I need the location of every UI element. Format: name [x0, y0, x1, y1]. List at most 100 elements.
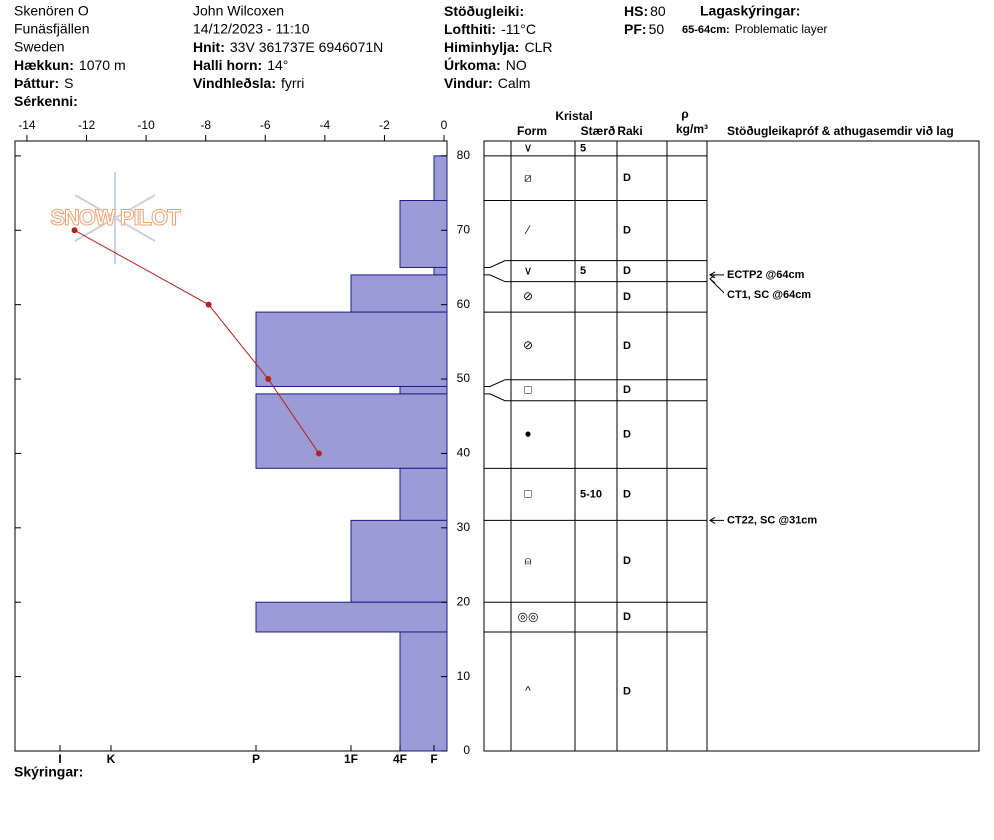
hardness-bar	[255, 393, 448, 469]
moisture: D	[623, 172, 631, 184]
header-field: 65-64cm: Problematic layer	[682, 22, 827, 36]
column-header: Form	[517, 124, 547, 138]
crystal-form: ⊘	[523, 289, 533, 303]
field-label: Himinhylja:	[444, 39, 519, 55]
header-text: Lagaskýringar:	[700, 3, 800, 19]
y-tick-label: 50	[457, 371, 471, 385]
moisture: D	[623, 291, 631, 303]
hardness-bar	[255, 311, 448, 387]
field-value: 50	[649, 21, 665, 37]
layer-connector	[484, 393, 511, 402]
hardness-bar	[433, 155, 448, 202]
header-text: Funäsfjällen	[14, 21, 90, 37]
field-value: NO	[506, 57, 527, 73]
header-field: Sérkenni:	[14, 93, 78, 109]
moisture: D	[623, 685, 631, 697]
crystal-form: ⧄	[524, 170, 532, 184]
field-label: Lofthiti:	[444, 21, 496, 37]
field-value: 33V 361737E 6946071N	[230, 39, 383, 55]
field-label: Úrkoma:	[444, 56, 501, 73]
temperature-point	[205, 301, 212, 308]
watermark: SNOW PILOT	[50, 205, 181, 230]
field-value: 14°	[267, 57, 288, 73]
field-label: Stöðugleiki:	[444, 3, 524, 19]
test-label: CT1, SC @64cm	[727, 289, 811, 301]
snowflake	[74, 172, 156, 264]
test-label: CT22, SC @31cm	[727, 514, 817, 526]
column-header: Raki	[617, 124, 642, 138]
crystal-size: 5-10	[580, 488, 602, 500]
column-header: kg/m³	[676, 122, 708, 136]
moisture: D	[623, 428, 631, 440]
crystal-size: 5	[580, 265, 586, 277]
crystal-form: □	[524, 382, 531, 396]
hardness-bar	[350, 519, 448, 603]
temp-tick-label: -6	[260, 118, 271, 132]
crystal-form: ◎◎	[518, 609, 539, 623]
temp-tick-label: -8	[200, 118, 211, 132]
moisture: D	[623, 225, 631, 237]
hardness-tick-label: P	[252, 752, 260, 766]
crystal-form: ⁄	[524, 223, 531, 237]
hardness-bar	[433, 266, 448, 276]
field-value: Problematic layer	[735, 22, 828, 36]
header-field: Hækkun: 1070 m	[14, 57, 126, 73]
layer-connector	[484, 274, 511, 283]
field-value: 80	[650, 3, 666, 19]
test-arrowhead	[709, 271, 716, 279]
temperature-point	[71, 227, 78, 234]
y-tick-label: 30	[457, 520, 471, 534]
layer-connector	[484, 260, 511, 268]
hardness-tick-label: I	[58, 752, 61, 766]
temp-tick-label: -4	[320, 118, 331, 132]
header-field: Vindhleðsla: fyrri	[193, 75, 304, 91]
header-field: Lofthiti: -11°C	[444, 21, 536, 37]
hardness-bar	[399, 631, 448, 752]
field-label: Vindur:	[444, 75, 493, 91]
y-tick-label: 40	[457, 446, 471, 460]
layer-connector	[484, 379, 511, 387]
moisture: D	[623, 265, 631, 277]
temp-tick-label: -14	[18, 118, 36, 132]
header-field: Stöðugleiki:	[444, 3, 524, 19]
crystal-form: ∨	[524, 263, 533, 277]
column-header: ρ	[681, 107, 688, 121]
y-tick-label: 10	[457, 669, 471, 683]
moisture: D	[623, 340, 631, 352]
y-tick-label: 20	[457, 594, 471, 608]
temperature-line	[74, 229, 320, 454]
test-label: ECTP2 @64cm	[727, 269, 805, 281]
hardness-bar	[399, 200, 448, 268]
moisture: D	[623, 555, 631, 567]
crystal-size: 5	[580, 142, 586, 154]
crystal-form: ^	[525, 684, 531, 698]
y-tick-label: 60	[457, 297, 471, 311]
header-field: HS: 80	[624, 3, 666, 19]
field-label: Hnit:	[193, 39, 225, 55]
crystal-form: ⍝	[524, 553, 531, 567]
field-label: Hækkun:	[14, 57, 74, 73]
hardness-bar	[399, 467, 448, 521]
field-value: -11°C	[501, 21, 536, 37]
header-field: Halli horn: 14°	[193, 57, 288, 73]
field-label: Vindhleðsla:	[193, 75, 276, 91]
column-header: Stöðugleikapróf & athugasemdir við lag	[727, 124, 954, 138]
header-field: Vindur: Calm	[444, 75, 530, 91]
hardness-tick-label: K	[107, 752, 116, 766]
field-label: Halli horn:	[193, 57, 262, 73]
field-value: S	[64, 75, 73, 91]
header-field: Himinhylja: CLR	[444, 39, 552, 55]
temp-tick-label: -12	[78, 118, 96, 132]
field-label: 65-64cm:	[682, 24, 730, 36]
field-value: CLR	[524, 39, 552, 55]
header-field: Hnit: 33V 361737E 6946071N	[193, 39, 383, 55]
header-field: Úrkoma: NO	[444, 56, 527, 73]
moisture: D	[623, 611, 631, 623]
crystal-form: □	[524, 487, 531, 501]
hardness-bar	[350, 274, 448, 313]
header-text: Sweden	[14, 39, 65, 55]
header-text: John Wilcoxen	[193, 3, 284, 19]
y-tick-label: 0	[463, 743, 470, 757]
hardness-tick-label: 4F	[393, 752, 407, 766]
crystal-form: ⊘	[523, 338, 533, 352]
